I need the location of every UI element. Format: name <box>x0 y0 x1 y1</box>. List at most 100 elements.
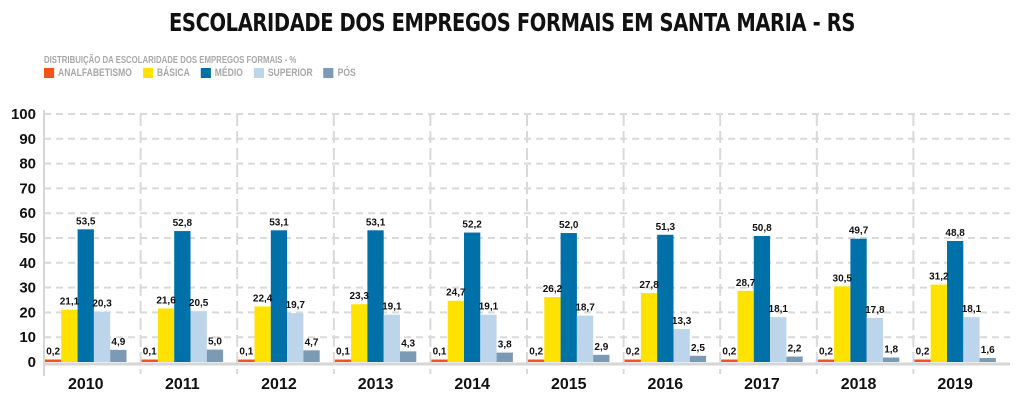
bar-analfabetismo <box>45 359 62 362</box>
x-tick-label: 2011 <box>165 376 200 393</box>
bar-médio <box>367 230 384 362</box>
data-label: 24,7 <box>446 288 466 299</box>
data-label: 20,3 <box>92 299 112 310</box>
y-tick-label: 90 <box>19 131 36 148</box>
x-tick-label: 2017 <box>744 376 780 393</box>
bar-pós <box>883 357 900 362</box>
bar-básica <box>930 284 947 362</box>
data-label: 2,9 <box>594 342 608 353</box>
data-label: 22,4 <box>253 293 273 304</box>
data-label: 51,3 <box>656 222 676 233</box>
bar-pós <box>496 352 513 362</box>
chart-subtitle: DISTRIBUIÇÃO DA ESCOLARIDADE DOS EMPREGO… <box>44 55 297 66</box>
data-label: 28,7 <box>736 278 756 289</box>
legend-item: PÓS <box>323 67 356 79</box>
bar-médio <box>753 236 771 362</box>
data-label: 19,7 <box>286 300 306 311</box>
data-label: 52,2 <box>462 220 482 231</box>
data-label: 52,0 <box>559 220 579 231</box>
bar-pós <box>303 350 320 362</box>
y-tick-label: 80 <box>19 156 36 173</box>
data-label: 0,2 <box>916 347 930 358</box>
x-tick-label: 2019 <box>937 376 973 393</box>
legend-swatch <box>142 68 153 78</box>
bar-básica <box>640 293 658 362</box>
data-label: 20,5 <box>189 298 209 309</box>
bar-superior <box>93 311 111 362</box>
data-label: 23,3 <box>350 291 370 302</box>
data-label: 0,1 <box>239 347 253 358</box>
data-label: 21,1 <box>60 297 80 308</box>
bar-analfabetismo <box>817 359 835 362</box>
bar-analfabetismo <box>624 359 641 362</box>
bar-superior <box>866 317 883 362</box>
data-label: 3,8 <box>498 340 512 351</box>
data-label: 4,3 <box>401 338 415 349</box>
x-tick-label: 2013 <box>358 376 394 393</box>
bar-pós <box>593 354 610 362</box>
data-label: 1,6 <box>981 345 995 356</box>
bar-pós <box>689 355 707 362</box>
data-label: 5,0 <box>208 337 222 348</box>
data-label: 1,8 <box>884 345 898 356</box>
legend-label: SUPERIOR <box>267 67 313 79</box>
data-label: 0,2 <box>529 347 543 358</box>
data-label: 17,8 <box>865 305 885 316</box>
bar-pós <box>110 349 127 362</box>
bar-médio <box>77 229 94 362</box>
y-tick-label: 0 <box>28 354 36 371</box>
value-labels: 0,2 21,1 53,5 20,3 4,9 0,1 21,6 52,8 20,5 5,0 0,1 2… <box>46 216 995 357</box>
bar-básica <box>447 300 464 362</box>
bar-básica <box>157 308 175 362</box>
data-label: 31,2 <box>929 272 949 283</box>
legend-item: SUPERIOR <box>253 67 313 79</box>
x-tick-label: 2015 <box>551 376 587 393</box>
bar-superior <box>383 314 400 362</box>
bar-básica <box>544 297 561 362</box>
legend-label: MÉDIO <box>214 67 243 79</box>
data-label: 50,8 <box>752 223 772 234</box>
bar-médio <box>657 234 674 362</box>
bar-pós <box>786 356 803 362</box>
bar-analfabetismo <box>528 359 545 362</box>
bar-médio <box>560 233 577 362</box>
legend-item: MÉDIO <box>200 67 243 79</box>
data-label: 0,2 <box>722 347 736 358</box>
y-axis: 0 10 20 30 40 50 60 70 80 90 100 <box>11 106 1010 376</box>
y-tick-label: 70 <box>19 180 36 197</box>
data-label: 4,9 <box>111 337 125 348</box>
data-label: 19,1 <box>479 302 499 313</box>
legend-item: BÁSICA <box>142 67 190 79</box>
data-label: 0,2 <box>819 347 833 358</box>
legend-swatch <box>200 68 211 78</box>
y-tick-label: 20 <box>19 304 36 321</box>
data-label: 52,8 <box>173 218 193 229</box>
data-label: 4,7 <box>305 337 319 348</box>
bar-superior <box>576 315 594 362</box>
bar-básica <box>61 309 78 362</box>
bar-superior <box>963 317 980 362</box>
data-label: 0,1 <box>336 347 350 358</box>
legend-item: ANALFABETISMO <box>44 67 132 79</box>
bar-pós <box>979 358 996 362</box>
data-label: 30,5 <box>833 273 853 284</box>
bar-analfabetismo <box>721 359 738 362</box>
data-label: 53,1 <box>366 217 386 228</box>
data-label: 0,1 <box>433 347 447 358</box>
bar-básica <box>351 304 368 362</box>
data-label: 2,5 <box>691 343 705 354</box>
y-tick-label: 40 <box>19 255 36 272</box>
data-label: 53,5 <box>76 216 96 227</box>
legend-swatch <box>253 68 264 78</box>
bar-analfabetismo <box>914 359 931 362</box>
data-label: 13,3 <box>672 316 692 327</box>
bar-superior <box>770 317 787 362</box>
data-label: 18,1 <box>962 304 982 315</box>
legend-swatch <box>323 68 334 78</box>
bar-médio <box>850 238 867 362</box>
data-label: 18,7 <box>575 303 595 314</box>
bars <box>45 229 996 362</box>
bar-médio <box>174 231 191 362</box>
bar-médio <box>464 232 481 362</box>
bar-básica <box>254 306 271 362</box>
